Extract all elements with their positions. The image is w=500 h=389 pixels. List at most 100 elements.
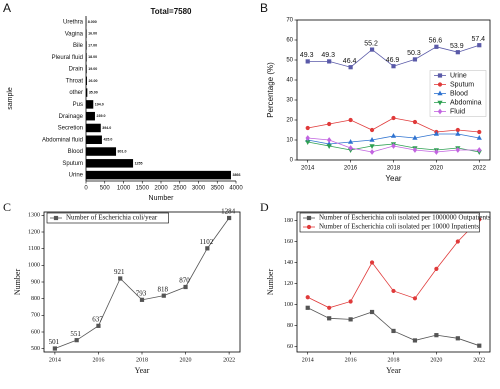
x-tick-label: 0 (84, 186, 88, 192)
y-tick-label: 60 (287, 344, 293, 350)
marker (433, 131, 439, 136)
data-label: 501 (49, 338, 60, 346)
y-tick-label: Throat (66, 78, 84, 84)
legend-label: Blood (450, 90, 468, 97)
marker (391, 115, 396, 121)
bar (86, 29, 87, 38)
marker (477, 129, 482, 135)
x-tick-label: 2020 (180, 357, 192, 363)
y-tick-label: 120 (284, 281, 293, 287)
y-tick-label: 160 (284, 239, 293, 245)
data-label: 637 (92, 315, 103, 323)
marker (455, 131, 461, 136)
marker (477, 147, 482, 153)
legend-marker (306, 224, 312, 230)
y-tick-label: 1200 (28, 229, 40, 235)
y-tick-label: Pleural fluid (52, 55, 83, 61)
series-line (307, 307, 480, 347)
x-tick-label: 1000 (117, 186, 131, 192)
y-tick-label: other (69, 90, 83, 96)
marker (434, 44, 439, 49)
legend-marker (437, 82, 443, 87)
bar (86, 64, 87, 74)
x-axis-label: Year (385, 174, 402, 183)
marker (412, 296, 418, 301)
bar (86, 147, 117, 156)
x-tick-label: 3500 (211, 186, 225, 192)
x-tick-label: 2014 (302, 357, 314, 363)
marker (348, 65, 353, 70)
x-tick-label: 2018 (388, 357, 400, 363)
marker (369, 47, 375, 52)
y-tick-label: 500 (31, 346, 40, 352)
marker (369, 149, 375, 155)
legend-label: Urine (450, 72, 467, 79)
marker (348, 299, 353, 304)
marker (327, 59, 332, 64)
marker (327, 305, 332, 310)
x-tick-label: 2000 (154, 186, 168, 192)
marker (391, 328, 396, 334)
value-label: 19.00 (88, 67, 97, 71)
y-tick-label: 20 (286, 118, 293, 124)
marker (326, 137, 332, 143)
y-axis-label: sample (7, 87, 14, 110)
y-tick-label: Urethra (63, 19, 84, 25)
marker (96, 323, 101, 328)
marker (205, 246, 210, 251)
y-tick-label: 800 (31, 296, 40, 302)
marker (477, 343, 482, 348)
bar (86, 123, 101, 133)
value-label: 3866 (232, 173, 240, 177)
data-label: 46.4 (343, 58, 357, 65)
y-tick-label: 80 (287, 323, 293, 329)
value-label: 1255 (135, 161, 143, 165)
y-tick-label: 140 (284, 260, 293, 266)
chart-title: Total=7580 (151, 7, 193, 16)
value-label: 17.00 (88, 43, 97, 47)
marker (74, 338, 79, 343)
x-tick-label: 2016 (344, 166, 358, 172)
marker (305, 295, 310, 300)
marker (434, 333, 439, 338)
y-tick-label: 900 (31, 279, 40, 285)
value-label: 16.00 (88, 32, 97, 36)
marker (455, 147, 461, 153)
bar (86, 53, 87, 62)
panel-label: A (3, 1, 11, 15)
bar (86, 170, 231, 180)
y-tick-label: Urine (69, 173, 84, 179)
value-label: 239.0 (96, 114, 105, 118)
y-axis-label: Number (266, 269, 275, 296)
y-tick-label: Bile (73, 43, 84, 49)
legend-marker (437, 90, 443, 96)
data-label: 53.9 (450, 43, 464, 50)
value-label: 8.000 (88, 20, 97, 24)
marker (391, 64, 396, 69)
value-label: 35.00 (89, 91, 98, 95)
y-tick-label: 30 (286, 98, 293, 104)
marker (369, 144, 375, 149)
bar (86, 135, 102, 144)
x-tick-label: 1500 (136, 186, 150, 192)
data-label: 551 (70, 330, 81, 338)
series-line (307, 219, 480, 309)
marker (434, 149, 439, 155)
marker (455, 50, 460, 55)
legend-marker (306, 215, 312, 221)
marker (305, 135, 310, 141)
legend-label: Abdomina (450, 99, 482, 106)
marker (369, 309, 375, 315)
data-label: 50.3 (407, 50, 421, 57)
x-tick-label: 2016 (345, 357, 357, 363)
y-axis-label: Number (13, 269, 22, 296)
marker (305, 125, 310, 131)
y-tick-label: Secretion (58, 126, 83, 132)
marker (327, 121, 332, 127)
legend-box (299, 212, 480, 233)
y-tick-label: 10 (286, 138, 293, 144)
value-label: 801.0 (118, 149, 127, 153)
marker (348, 117, 353, 123)
x-tick-label: 2500 (173, 186, 187, 192)
legend-label: Number of Escherichia coli isolated per … (319, 214, 491, 222)
